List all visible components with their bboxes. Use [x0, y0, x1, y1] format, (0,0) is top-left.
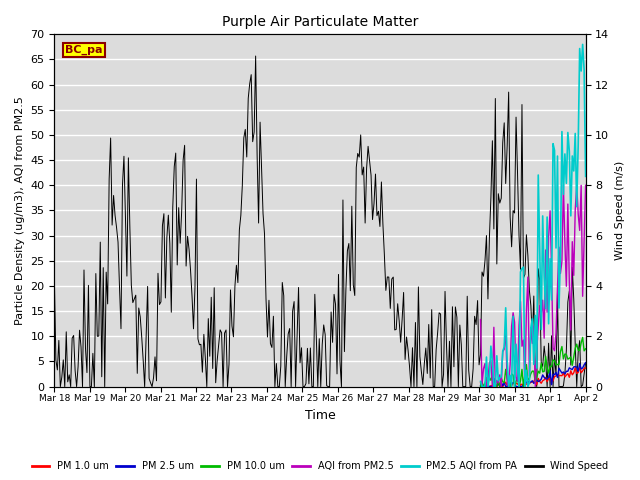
Y-axis label: Particle Density (ug/m3), AQI from PM2.5: Particle Density (ug/m3), AQI from PM2.5	[15, 96, 25, 325]
Y-axis label: Wind Speed (m/s): Wind Speed (m/s)	[615, 161, 625, 260]
X-axis label: Time: Time	[305, 409, 335, 422]
Text: BC_pa: BC_pa	[65, 45, 102, 55]
Title: Purple Air Particulate Matter: Purple Air Particulate Matter	[222, 15, 418, 29]
Legend: PM 1.0 um, PM 2.5 um, PM 10.0 um, AQI from PM2.5, PM2.5 AQI from PA, Wind Speed: PM 1.0 um, PM 2.5 um, PM 10.0 um, AQI fr…	[28, 457, 612, 475]
